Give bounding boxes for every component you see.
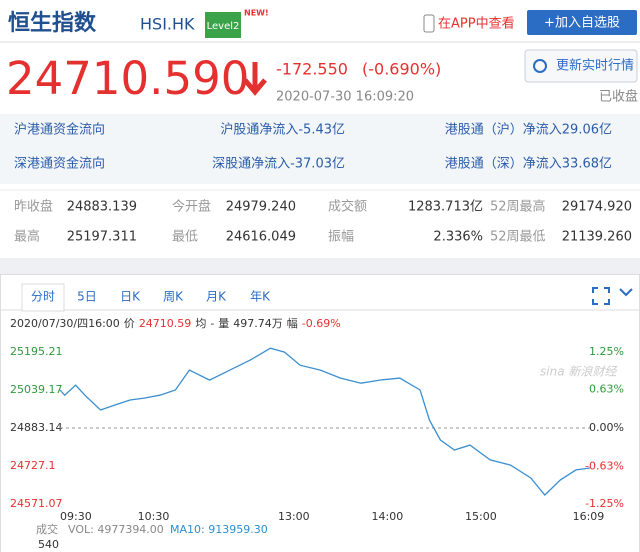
flow-value: 港股通（深）净流入33.68亿 xyxy=(445,157,612,172)
refresh-icon[interactable] xyxy=(533,59,547,73)
x-tick-label: 15:00 xyxy=(465,510,497,523)
info-item: 幅 xyxy=(287,317,298,330)
info-item: 量 xyxy=(218,317,229,330)
volume-ma10: MA10: 913959.30 xyxy=(170,523,268,536)
badge-box xyxy=(205,12,241,38)
stat-label: 成交额 xyxy=(328,199,367,215)
stat-value: 21139.260 xyxy=(562,230,632,245)
stat-label: 最高 xyxy=(14,229,40,245)
stat-value: 24979.240 xyxy=(226,200,296,215)
x-tick-label: 09:30 xyxy=(60,510,92,523)
price: 24710.590 xyxy=(6,52,249,105)
y2-tick-label: -0.63% xyxy=(585,459,624,472)
y-tick-label: 25039.17 xyxy=(10,383,63,396)
y-tick-label: 24571.07 xyxy=(10,497,63,510)
gap xyxy=(0,258,640,274)
flow-title: 沪港通资金流向 xyxy=(14,122,105,138)
y2-tick-label: 0.00% xyxy=(589,421,624,434)
flow-value: 深股通净流入-37.03亿 xyxy=(212,157,345,172)
status: 已收盘 xyxy=(599,89,638,105)
fullscreen-icon[interactable] xyxy=(592,287,610,305)
app-link[interactable]: 在APP中查看 xyxy=(438,16,515,32)
info-item: 2020/07/30/四16:00 xyxy=(10,317,120,330)
new-tag: NEW! xyxy=(244,9,269,18)
info-item: 价 xyxy=(124,317,135,330)
y2-tick-label: 0.63% xyxy=(589,383,624,396)
x-tick-label: 10:30 xyxy=(138,510,170,523)
stat-value: 29174.920 xyxy=(562,200,632,215)
stat-value: 24616.049 xyxy=(226,230,296,245)
change: -172.550 xyxy=(276,60,348,79)
flows-bg xyxy=(0,114,640,184)
refresh-label[interactable]: 更新实时行情 xyxy=(556,58,634,74)
code: HSI.HK xyxy=(140,15,195,34)
stat-label: 最低 xyxy=(172,230,198,245)
down-arrow xyxy=(243,62,267,96)
tab[interactable]: 周K xyxy=(163,290,184,304)
phone-icon xyxy=(423,14,435,33)
y2-tick-label: 1.25% xyxy=(589,345,624,358)
x-tick-label: 13:00 xyxy=(278,510,310,523)
info-item: -0.69% xyxy=(302,317,341,330)
watermark: sina 新浪财经 xyxy=(540,365,618,379)
stat-label: 今开盘 xyxy=(172,199,211,215)
info-item: 497.74万 xyxy=(233,317,283,330)
tab[interactable]: 年K xyxy=(250,290,271,304)
y2-tick-label: -1.25% xyxy=(585,497,624,510)
stat-label: 昨收盘 xyxy=(14,199,53,215)
stat-value: 24883.139 xyxy=(67,200,137,215)
volume-label: 成交 xyxy=(36,522,58,536)
refresh-button[interactable] xyxy=(524,49,638,83)
info-item: 24710.59 xyxy=(139,317,192,330)
stat-value: 25197.311 xyxy=(67,230,137,245)
info-item: - xyxy=(210,317,214,330)
volume-vol: VOL: 4977394.00 xyxy=(68,523,164,536)
x-tick-label: 16:09 xyxy=(573,510,605,523)
price-line xyxy=(59,347,591,496)
tab[interactable]: 5日 xyxy=(77,290,97,304)
add-button[interactable] xyxy=(527,10,637,35)
y-tick-label: 25195.21 xyxy=(10,345,63,358)
stat-value: 2.336% xyxy=(433,230,483,245)
collapse-icon[interactable] xyxy=(619,288,633,297)
tab-active[interactable] xyxy=(21,283,65,312)
y-tick-label: 24883.14 xyxy=(10,421,63,434)
change-pct: (-0.690%) xyxy=(362,60,441,79)
flow-title: 深港通资金流向 xyxy=(14,156,105,172)
volume-max: 540 xyxy=(38,538,59,551)
stat-label: 52周最低 xyxy=(490,230,546,245)
flow-value: 港股通（沪）净流入29.06亿 xyxy=(445,122,612,138)
tab[interactable]: 日K xyxy=(120,290,141,304)
info-item: 均 xyxy=(195,317,206,330)
stat-label: 52周最高 xyxy=(490,199,546,215)
tab[interactable]: 分时 xyxy=(31,290,55,304)
tab[interactable]: 月K xyxy=(206,290,227,304)
title: 恒生指数 xyxy=(8,10,97,36)
stat-value: 1283.713亿 xyxy=(408,200,483,215)
flow-value: 沪股通净流入-5.43亿 xyxy=(220,122,345,138)
time: 2020-07-30 16:09:20 xyxy=(276,90,414,105)
y-tick-label: 24727.1 xyxy=(10,459,56,472)
x-tick-label: 14:00 xyxy=(372,510,404,523)
badge: Level2 xyxy=(207,21,240,32)
add-label[interactable]: +加入自选股 xyxy=(544,16,620,31)
stat-label: 振幅 xyxy=(328,230,354,245)
